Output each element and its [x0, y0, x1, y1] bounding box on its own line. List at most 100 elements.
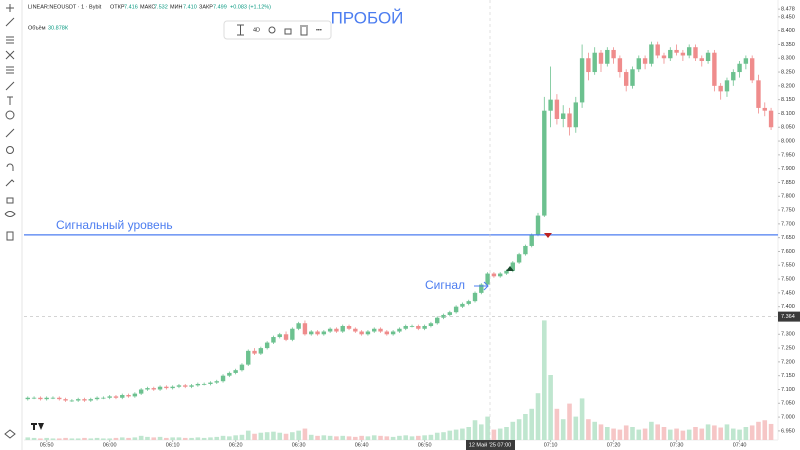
- volume-bar: [334, 436, 339, 440]
- volume-bar: [661, 427, 667, 440]
- volume-bar: [302, 428, 308, 440]
- volume-bar: [208, 437, 213, 440]
- y-tick-label: 8.450: [781, 14, 795, 20]
- volume-bar: [384, 436, 390, 440]
- volume-bar: [680, 430, 686, 440]
- candle-body: [617, 58, 623, 73]
- y-tick-label: 7.900: [781, 166, 795, 172]
- volume-bar: [516, 419, 522, 440]
- candle-body: [768, 110, 774, 128]
- volume-bar: [378, 435, 383, 440]
- candle-body: [472, 292, 478, 302]
- y-tick-label: 8.100: [781, 111, 795, 117]
- candle-body: [233, 370, 238, 373]
- settings-icon[interactable]: [268, 26, 276, 34]
- volume-bar: [441, 432, 446, 440]
- volume-bar: [101, 438, 106, 440]
- volume-bar: [693, 427, 698, 440]
- volume-bar: [579, 398, 585, 440]
- candle-body: [101, 397, 106, 399]
- candle-body: [239, 364, 245, 371]
- candle-body: [340, 325, 345, 332]
- volume-bar: [466, 427, 472, 440]
- tool-icons[interactable]: [4, 4, 16, 439]
- time-box-label: 12 Май '25 07:00: [469, 441, 511, 448]
- candle-body: [88, 399, 93, 401]
- candle-body: [567, 113, 572, 128]
- volume-bar: [88, 438, 94, 440]
- volume-bar: [214, 436, 220, 440]
- volume-bar: [227, 436, 232, 440]
- volume-bar: [523, 414, 528, 440]
- volume-bar: [642, 428, 648, 440]
- candle-body: [132, 393, 138, 397]
- volume-bar: [743, 427, 749, 440]
- volume-bar: [327, 435, 333, 440]
- y-tick-label: 7.750: [781, 208, 795, 214]
- candle-body: [435, 317, 440, 324]
- floating-toolbar[interactable]: 4D •••: [223, 20, 332, 40]
- candle-body: [460, 303, 465, 307]
- volume-bar: [290, 432, 295, 440]
- volume-bar: [176, 437, 182, 440]
- symbol: LINEAR:NEOUSDT · 1 · Bybit: [28, 4, 102, 10]
- volume-bar: [390, 436, 396, 440]
- volume-bar: [623, 425, 629, 440]
- volume-bar: [44, 437, 49, 440]
- volume-bar: [686, 429, 692, 440]
- candle-body: [428, 323, 434, 326]
- text-tool[interactable]: [237, 24, 244, 36]
- candle-body: [44, 397, 49, 400]
- candle-body: [82, 399, 87, 401]
- volume-bar: [592, 421, 597, 440]
- volume-bar: [497, 428, 503, 440]
- volume-bar: [283, 433, 289, 440]
- volume-bar: [718, 427, 723, 440]
- candle-body: [94, 397, 100, 400]
- y-tick-label: 7.500: [781, 277, 795, 283]
- y-tick-label: 8.350: [781, 42, 795, 48]
- price-box-label: 7.364: [781, 314, 795, 320]
- open-value: 7.416: [124, 4, 138, 10]
- candle-body: [138, 389, 144, 394]
- x-tick-label: 06:10: [166, 442, 180, 448]
- low-label: МИН: [170, 4, 183, 10]
- y-tick-label: 7.250: [781, 346, 795, 352]
- candle-body: [227, 372, 232, 376]
- candle-body: [359, 331, 364, 335]
- y-tick-label: 8.150: [781, 97, 795, 103]
- volume-bar: [182, 437, 188, 440]
- plot: 6.950 7.000 7.050 7.100 7.150 7.200 7.250 7.300…: [24, 0, 800, 450]
- candle-body: [743, 58, 749, 64]
- x-tick-label: 07:30: [670, 442, 684, 448]
- volume-bar: [164, 437, 169, 440]
- candle-body: [290, 328, 295, 340]
- volume-bar: [667, 429, 673, 440]
- down-marker: [544, 233, 552, 238]
- lock-icon[interactable]: [284, 28, 292, 35]
- volume-bar: [460, 428, 465, 440]
- delete-icon[interactable]: [300, 25, 308, 36]
- y-tick-label: 7.800: [781, 194, 795, 200]
- chart-title: ПРОБОЙ: [331, 8, 404, 27]
- candle-body: [579, 58, 585, 103]
- volume-bar: [567, 403, 572, 440]
- volume-bar: [604, 427, 610, 440]
- candle-body: [441, 314, 446, 318]
- volume-bar: [25, 437, 31, 440]
- volume-bar: [31, 437, 37, 440]
- volume-bar: [428, 434, 434, 440]
- volume-bar: [126, 437, 131, 440]
- y-tick-label: 7.000: [781, 415, 795, 421]
- high-value: 7.532: [154, 4, 168, 10]
- candle-body: [498, 273, 503, 277]
- volume-label: Объём: [28, 25, 46, 31]
- y-tick-label: 7.400: [781, 304, 795, 310]
- volume-bar: [252, 433, 257, 440]
- y-tick-label: 6.950: [781, 428, 795, 434]
- candle-body: [693, 47, 698, 59]
- more-icon[interactable]: •••: [316, 27, 322, 33]
- y-tick-label: 7.550: [781, 263, 795, 269]
- candle-body: [737, 63, 742, 73]
- candle-body: [409, 325, 415, 327]
